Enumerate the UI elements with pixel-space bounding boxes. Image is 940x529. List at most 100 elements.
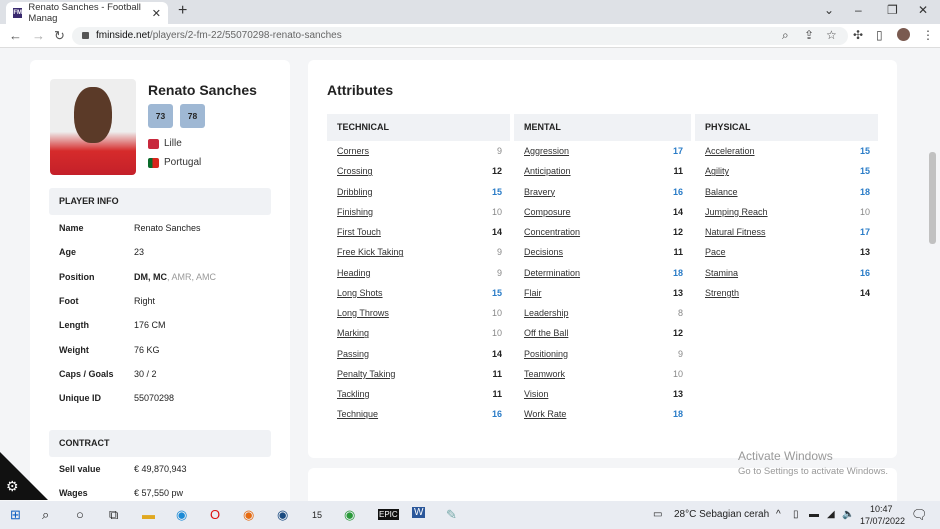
app-badge[interactable]: 15 [312, 510, 323, 520]
attribute-row[interactable]: Penalty Taking 11 [337, 369, 502, 383]
share-icon[interactable]: ⇪ [804, 28, 815, 42]
attribute-row[interactable]: Leadership 8 [524, 308, 683, 322]
profile-avatar[interactable] [897, 28, 910, 41]
minimize-button[interactable]: – [855, 3, 862, 17]
attribute-row[interactable]: Teamwork 10 [524, 369, 683, 383]
attribute-name-link[interactable]: Aggression [524, 146, 570, 156]
attribute-row[interactable]: Dribbling 15 [337, 187, 502, 201]
cortana-icon[interactable]: ○ [76, 507, 84, 522]
attribute-name-link[interactable]: Teamwork [524, 368, 566, 379]
attribute-row[interactable]: Flair 13 [524, 288, 683, 302]
globe-app-icon[interactable]: ◉ [277, 507, 289, 522]
new-tab-button[interactable]: + [178, 2, 188, 19]
chrome-icon[interactable]: ◉ [344, 507, 356, 522]
forward-button[interactable]: → [32, 28, 45, 43]
attribute-row[interactable]: Aggression 17 [524, 146, 683, 160]
attribute-name-link[interactable]: Technique [337, 409, 379, 420]
clock-time[interactable]: 10:47 [870, 504, 893, 514]
menu-icon[interactable]: ⋮ [922, 28, 934, 42]
battery-icon[interactable]: ▬ [809, 509, 819, 520]
wifi-icon[interactable]: ◢ [827, 509, 835, 520]
reload-button[interactable]: ↻ [54, 28, 65, 43]
attribute-row[interactable]: Strength 14 [705, 288, 870, 302]
attribute-row[interactable]: Technique 16 [337, 409, 502, 423]
attribute-row[interactable]: Long Shots 15 [337, 288, 502, 302]
attribute-name-link[interactable]: Balance [705, 186, 738, 197]
attribute-row[interactable]: Bravery 16 [524, 187, 683, 201]
edge-icon[interactable]: ◉ [176, 507, 188, 522]
volume-icon[interactable]: 🔈 [842, 509, 855, 520]
browser-tab[interactable]: FM Renato Sanches - Football Manag ✕ [6, 2, 168, 24]
attribute-name-link[interactable]: Flair [524, 287, 542, 298]
weather-icon[interactable]: ▭ [653, 509, 663, 520]
attribute-name-link[interactable]: Finishing [337, 206, 374, 217]
attribute-name-link[interactable]: Marking [337, 328, 370, 339]
attribute-row[interactable]: Composure 14 [524, 207, 683, 221]
attribute-name-link[interactable]: Tackling [337, 389, 370, 399]
attribute-row[interactable]: Free Kick Taking 9 [337, 247, 502, 261]
attribute-row[interactable]: Positioning 9 [524, 349, 683, 363]
gear-icon[interactable]: ⚙ [6, 478, 19, 494]
attribute-row[interactable]: First Touch 14 [337, 227, 502, 241]
nation-link[interactable]: Portugal [148, 157, 201, 168]
attribute-row[interactable]: Balance 18 [705, 187, 870, 201]
attribute-name-link[interactable]: Crossing [337, 166, 373, 177]
windows-start-icon[interactable]: ⊞ [10, 507, 21, 522]
attribute-name-link[interactable]: Long Throws [337, 308, 389, 318]
tray-chevron-icon[interactable]: ^ [776, 509, 781, 520]
close-window-button[interactable]: ✕ [918, 3, 929, 17]
attribute-row[interactable]: Acceleration 15 [705, 146, 870, 160]
attribute-name-link[interactable]: Work Rate [524, 409, 567, 420]
attribute-name-link[interactable]: Positioning [524, 348, 569, 359]
back-button[interactable]: ← [9, 28, 22, 43]
app-icon[interactable]: ✎ [446, 507, 457, 522]
attribute-name-link[interactable]: Agility [705, 166, 730, 177]
attribute-name-link[interactable]: Off the Ball [524, 328, 569, 339]
attribute-row[interactable]: Passing 14 [337, 349, 502, 363]
epic-games-icon[interactable]: EPIC [378, 509, 399, 520]
close-tab-icon[interactable]: ✕ [151, 7, 161, 20]
attribute-name-link[interactable]: Long Shots [337, 287, 383, 298]
attribute-name-link[interactable]: Natural Fitness [705, 227, 766, 237]
attribute-name-link[interactable]: Pace [705, 247, 726, 258]
attribute-row[interactable]: Anticipation 11 [524, 166, 683, 180]
attribute-name-link[interactable]: Bravery [524, 186, 556, 197]
attribute-row[interactable]: Decisions 11 [524, 247, 683, 261]
attribute-row[interactable]: Corners 9 [337, 146, 502, 160]
sidebar-icon[interactable]: ▯ [876, 28, 883, 42]
attribute-row[interactable]: Pace 13 [705, 247, 870, 261]
attribute-name-link[interactable]: Determination [524, 267, 581, 278]
attribute-row[interactable]: Work Rate 18 [524, 409, 683, 423]
attribute-row[interactable]: Vision 13 [524, 389, 683, 403]
attribute-name-link[interactable]: Free Kick Taking [337, 247, 404, 258]
attribute-name-link[interactable]: Anticipation [524, 166, 571, 177]
attribute-row[interactable]: Long Throws 10 [337, 308, 502, 322]
attribute-row[interactable]: Determination 18 [524, 268, 683, 282]
attribute-name-link[interactable]: Decisions [524, 247, 564, 258]
url-input[interactable]: fminside.net/players/2-fm-22/55070298-re… [72, 27, 848, 45]
attribute-row[interactable]: Finishing 10 [337, 207, 502, 221]
attribute-name-link[interactable]: Dribbling [337, 186, 373, 197]
attribute-row[interactable]: Marking 10 [337, 328, 502, 342]
clock-date[interactable]: 17/07/2022 [860, 516, 906, 526]
bookmark-star-icon[interactable]: ☆ [826, 28, 837, 42]
attribute-name-link[interactable]: Leadership [524, 308, 569, 318]
attribute-name-link[interactable]: Composure [524, 206, 571, 217]
attribute-name-link[interactable]: Vision [524, 389, 549, 399]
maximize-button[interactable]: ❐ [887, 3, 898, 17]
attribute-row[interactable]: Concentration 12 [524, 227, 683, 241]
attribute-row[interactable]: Off the Ball 12 [524, 328, 683, 342]
weather-text[interactable]: 28°C Sebagian cerah [674, 509, 770, 520]
scrollbar-thumb[interactable] [929, 152, 936, 244]
extensions-icon[interactable]: ✣ [853, 28, 864, 42]
attribute-row[interactable]: Heading 9 [337, 268, 502, 282]
attribute-row[interactable]: Agility 15 [705, 166, 870, 180]
task-view-icon[interactable]: ⧉ [109, 507, 119, 522]
notifications-icon[interactable]: 🗨 [911, 507, 928, 522]
attribute-row[interactable]: Natural Fitness 17 [705, 227, 870, 241]
settings-corner[interactable] [0, 452, 48, 500]
attribute-name-link[interactable]: Stamina [705, 267, 739, 278]
attribute-row[interactable]: Stamina 16 [705, 268, 870, 282]
file-explorer-icon[interactable]: ▬ [142, 507, 155, 522]
zoom-icon[interactable]: ⌕ [782, 28, 789, 42]
